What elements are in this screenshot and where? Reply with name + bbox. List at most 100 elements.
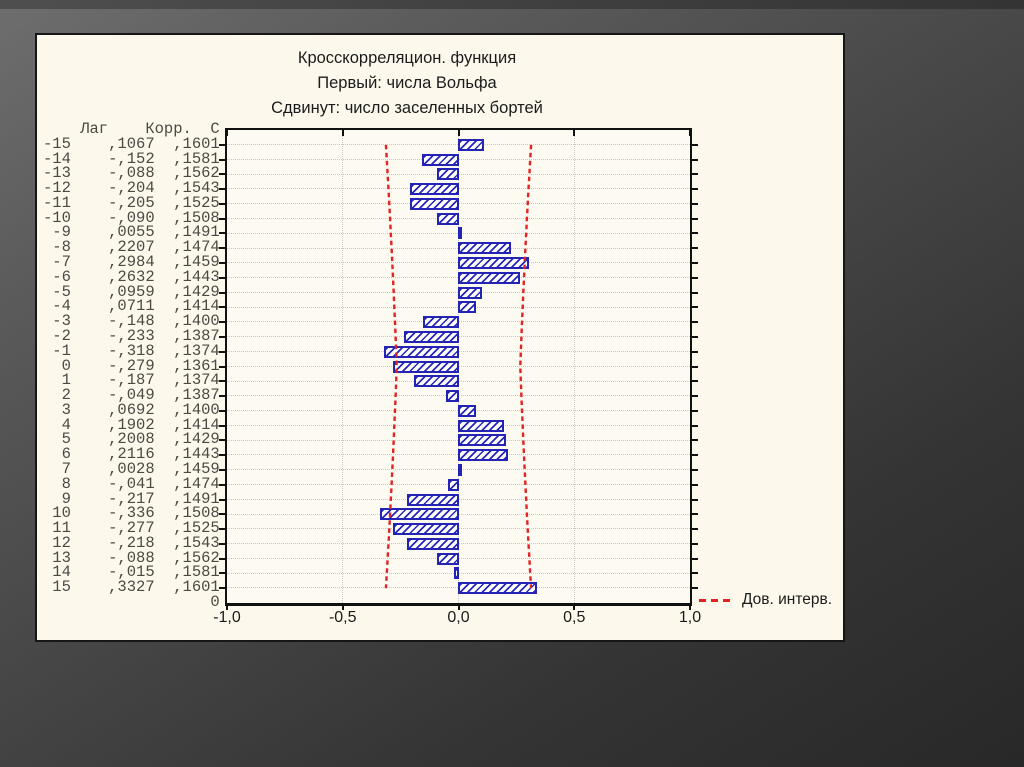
y-axis-tick [219, 557, 226, 560]
y-axis-tick [219, 143, 226, 146]
confidence-interval-lines [384, 144, 533, 589]
confidence-line-lower [384, 144, 398, 589]
y-axis-tick [691, 232, 698, 235]
y-axis-tick [691, 439, 698, 442]
correlation-bar [422, 153, 460, 166]
chart-subtitle-first-series: Первый: числа Вольфа [317, 74, 497, 92]
y-axis-tick [691, 395, 698, 398]
y-axis-tick [691, 468, 698, 471]
chart-panel: Кросскорреляцион. функция Первый: числа … [35, 33, 845, 642]
x-axis-label: -1,0 [213, 609, 241, 626]
y-axis-tick [691, 247, 698, 250]
x-axis-tick [689, 130, 691, 136]
y-axis-tick [219, 262, 226, 265]
x-axis-tick [457, 130, 460, 136]
lag-correlation-table: Лаг Корр. С -15 ,1067 ,1601 -14 -,152 ,1… [43, 120, 220, 611]
y-axis-tick [691, 143, 698, 146]
confidence-interval-dash-icon [699, 598, 733, 602]
y-axis-tick [691, 158, 698, 161]
legend: Дов. интерв. [699, 591, 832, 609]
correlation-bar [407, 537, 460, 550]
y-axis-tick [219, 217, 226, 220]
correlation-bar [457, 434, 506, 447]
x-axis-label: 0,0 [447, 609, 470, 626]
y-axis-tick [691, 498, 698, 501]
y-axis-tick [219, 409, 226, 412]
plot-area [219, 128, 698, 610]
x-axis-tick [226, 603, 228, 610]
y-axis-tick [219, 380, 226, 383]
y-axis-tick [219, 291, 226, 294]
correlation-bar [407, 493, 460, 506]
y-axis-tick [219, 247, 226, 250]
y-axis-tick [219, 202, 226, 205]
y-axis-tick [691, 587, 698, 590]
y-axis-tick [219, 498, 226, 501]
correlation-bar [403, 330, 460, 343]
correlation-bar [457, 301, 476, 314]
correlation-bar [457, 227, 462, 240]
y-axis-tick [219, 528, 226, 531]
x-axis-tick [573, 603, 576, 610]
correlation-bar [448, 478, 460, 491]
y-axis-tick [219, 395, 226, 398]
y-axis-tick [691, 542, 698, 545]
chart-title: Кросскорреляцион. функция [297, 49, 517, 67]
y-axis-tick [219, 424, 226, 427]
correlation-bar [414, 375, 460, 388]
y-axis-tick [219, 439, 226, 442]
y-axis-tick [219, 335, 226, 338]
y-axis-tick [691, 528, 698, 531]
y-axis-tick [691, 424, 698, 427]
x-axis-tick [226, 130, 228, 136]
y-axis-tick [691, 513, 698, 516]
chart-subtitle-lagged-series: Сдвинут: число заселенных бортей [271, 99, 543, 117]
correlation-bar [457, 286, 482, 299]
correlation-bar [457, 404, 476, 417]
vertical-gridline [573, 130, 575, 603]
y-axis-tick [691, 380, 698, 383]
y-axis-tick [219, 350, 226, 353]
y-axis-tick [219, 483, 226, 486]
y-axis-tick [691, 276, 698, 279]
y-axis-tick [691, 217, 698, 220]
correlation-bar [423, 316, 460, 329]
y-axis-tick [691, 188, 698, 191]
y-axis-tick [691, 350, 698, 353]
y-axis-tick [219, 513, 226, 516]
y-axis-tick [691, 454, 698, 457]
y-axis-tick [691, 572, 698, 575]
y-axis-tick [691, 173, 698, 176]
correlation-bar [437, 552, 460, 565]
correlation-bar [392, 360, 460, 373]
y-axis-tick [219, 454, 226, 457]
y-axis-tick [691, 409, 698, 412]
correlation-bar [379, 508, 460, 521]
x-axis-label: 1,0 [678, 609, 702, 626]
y-axis-tick [219, 321, 226, 324]
y-axis-tick [219, 306, 226, 309]
legend-label: Дов. интерв. [742, 591, 833, 608]
confidence-line-upper [519, 144, 533, 589]
y-axis-tick [691, 483, 698, 486]
correlation-bar [457, 419, 504, 432]
correlation-bar [457, 582, 537, 595]
correlation-bar [454, 567, 460, 580]
y-axis-tick [219, 542, 226, 545]
y-axis-tick [691, 365, 698, 368]
correlation-bar [410, 183, 460, 196]
y-axis-tick [691, 321, 698, 324]
correlation-bar [446, 390, 460, 403]
correlation-bar [410, 197, 460, 210]
y-axis-tick [219, 188, 226, 191]
x-axis-label: -0,5 [328, 609, 357, 626]
x-axis-tick [341, 130, 344, 136]
y-axis-tick [219, 232, 226, 235]
y-axis-tick [219, 158, 226, 161]
y-axis-tick [219, 572, 226, 575]
correlation-bar [457, 242, 511, 255]
correlation-bar [457, 257, 529, 270]
x-axis-label: 0,5 [563, 609, 586, 626]
y-axis-tick [691, 291, 698, 294]
